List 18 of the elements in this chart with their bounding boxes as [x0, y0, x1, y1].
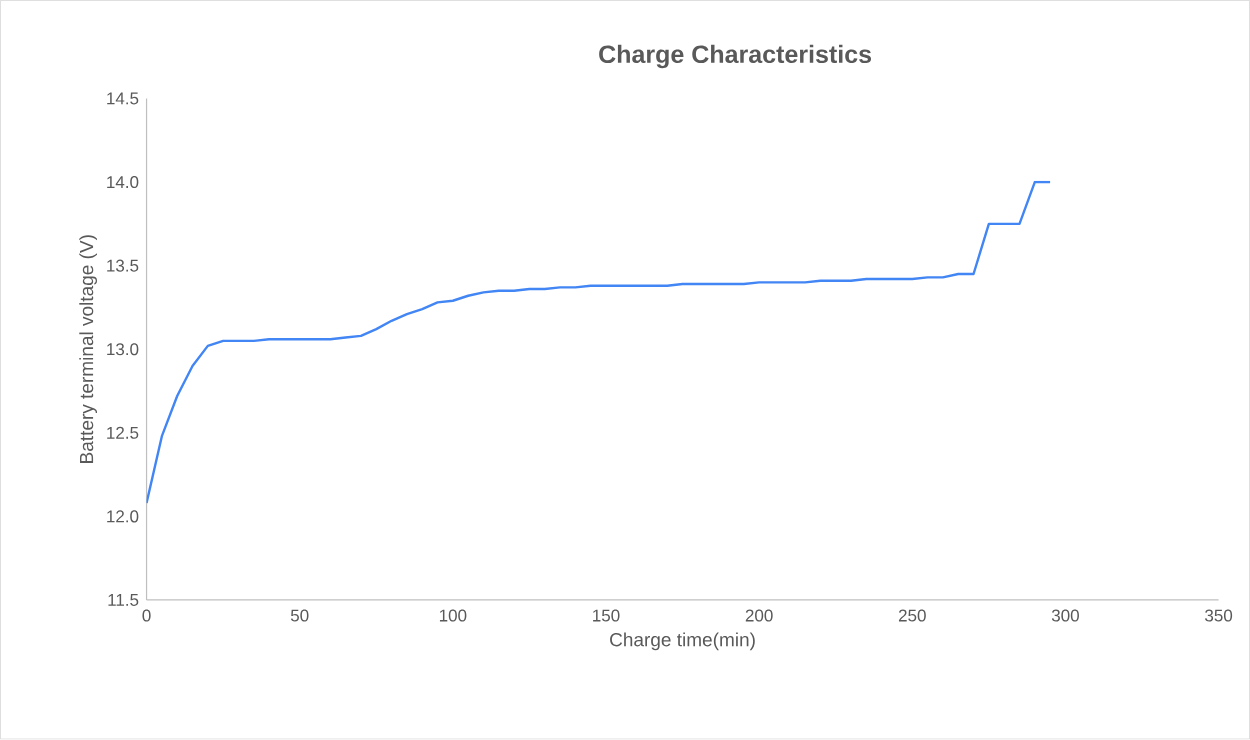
y-tick-label: 12.5 — [107, 427, 139, 440]
y-tick-label: 14.5 — [107, 92, 139, 105]
x-tick-label: 150 — [593, 609, 620, 622]
x-tick-label: 300 — [1051, 609, 1079, 622]
x-tick-label: 0 — [142, 609, 151, 622]
y-tick-label: 13.0 — [107, 343, 139, 356]
x-tick-label: 250 — [898, 609, 926, 622]
y-axis-title: Battery terminal voltage (V) — [79, 235, 98, 464]
x-tick-label: 350 — [1205, 609, 1233, 622]
x-tick-label: 200 — [745, 609, 773, 622]
x-tick-label: 100 — [439, 609, 467, 622]
y-tick-label: 11.5 — [108, 594, 139, 607]
y-tick-label: 13.5 — [107, 259, 139, 272]
y-tick-label: 14.0 — [107, 176, 139, 189]
x-tick-label: 50 — [290, 609, 309, 622]
y-tick-label: 12.0 — [107, 510, 139, 523]
x-axis-title: Charge time(min) — [610, 632, 755, 651]
chart-title: Charge Characteristics — [599, 44, 872, 69]
